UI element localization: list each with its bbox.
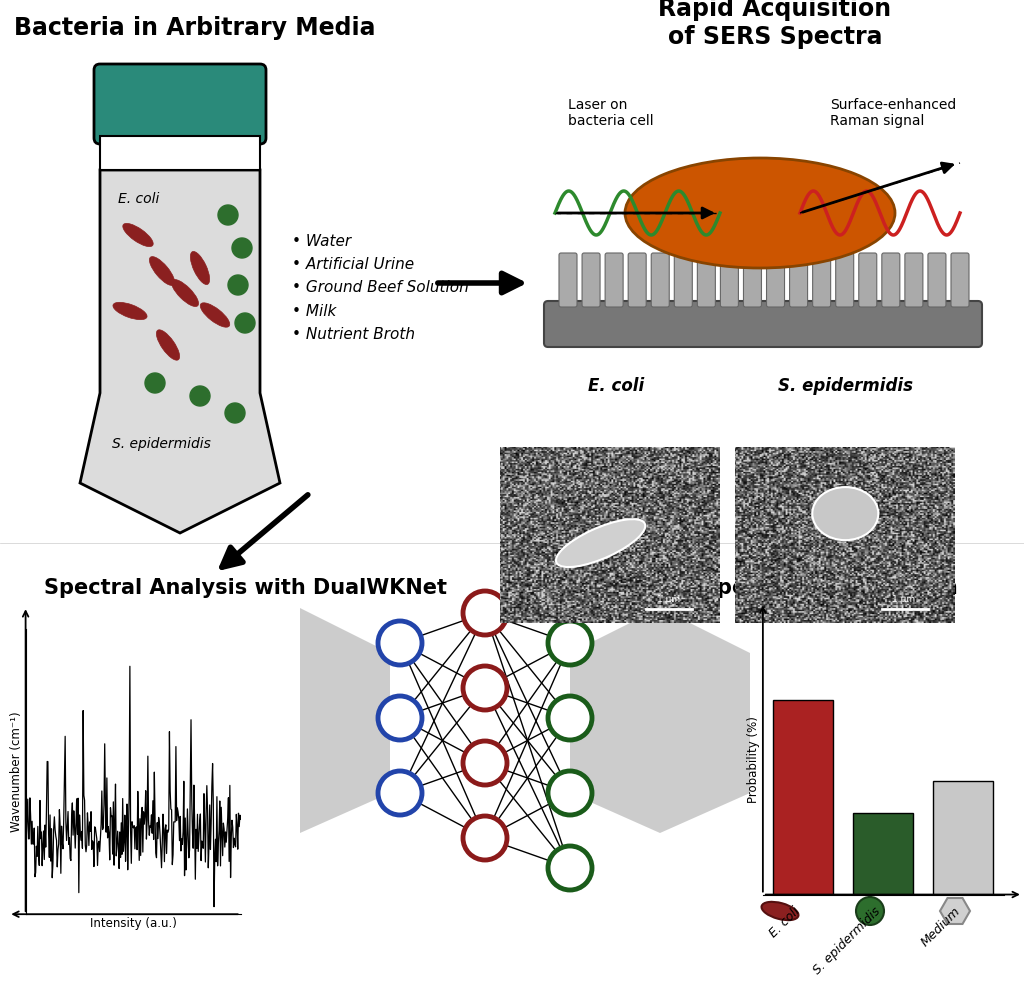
Circle shape <box>378 621 422 665</box>
Circle shape <box>234 313 255 333</box>
Bar <box>853 814 913 895</box>
Circle shape <box>548 621 592 665</box>
Y-axis label: Probability (%): Probability (%) <box>748 716 760 803</box>
Text: 1 μm: 1 μm <box>893 595 915 605</box>
Circle shape <box>463 591 507 635</box>
Text: Bacteria in Arbitrary Media: Bacteria in Arbitrary Media <box>14 16 376 40</box>
FancyBboxPatch shape <box>628 253 646 307</box>
Ellipse shape <box>113 303 147 319</box>
Text: Laser on
bacteria cell: Laser on bacteria cell <box>568 98 653 128</box>
Circle shape <box>812 488 879 541</box>
Text: 1 μm: 1 μm <box>657 595 680 605</box>
FancyBboxPatch shape <box>544 301 982 347</box>
Text: E. coli: E. coli <box>118 192 160 206</box>
FancyBboxPatch shape <box>836 253 854 307</box>
Text: Spectral Analysis with DualWKNet: Spectral Analysis with DualWKNet <box>43 578 446 598</box>
Circle shape <box>463 741 507 785</box>
Circle shape <box>548 696 592 740</box>
FancyBboxPatch shape <box>743 253 762 307</box>
Polygon shape <box>570 608 660 833</box>
Text: Spectra Classification: Spectra Classification <box>702 578 957 598</box>
Ellipse shape <box>625 158 895 268</box>
Bar <box>100 136 260 170</box>
Circle shape <box>378 771 422 815</box>
Polygon shape <box>660 608 750 833</box>
Circle shape <box>228 275 248 295</box>
Text: S. epidermidis: S. epidermidis <box>777 377 912 395</box>
FancyBboxPatch shape <box>928 253 946 307</box>
Circle shape <box>548 846 592 890</box>
Y-axis label: Wavenumber (cm⁻¹): Wavenumber (cm⁻¹) <box>10 712 23 832</box>
Circle shape <box>190 386 210 406</box>
Ellipse shape <box>762 901 799 920</box>
Circle shape <box>145 373 165 393</box>
FancyBboxPatch shape <box>859 253 877 307</box>
FancyBboxPatch shape <box>674 253 692 307</box>
Circle shape <box>218 205 238 225</box>
FancyBboxPatch shape <box>582 253 600 307</box>
FancyBboxPatch shape <box>767 253 784 307</box>
Ellipse shape <box>201 303 229 327</box>
Bar <box>773 700 834 895</box>
Text: Rapid Acquisition
of SERS Spectra: Rapid Acquisition of SERS Spectra <box>658 0 892 49</box>
FancyBboxPatch shape <box>813 253 830 307</box>
Ellipse shape <box>123 223 154 247</box>
Circle shape <box>856 897 884 925</box>
Polygon shape <box>300 608 390 833</box>
FancyBboxPatch shape <box>605 253 624 307</box>
Polygon shape <box>80 170 280 533</box>
Text: Surface-enhanced
Raman signal: Surface-enhanced Raman signal <box>830 98 956 128</box>
Circle shape <box>463 666 507 710</box>
Text: • Water
• Artificial Urine
• Ground Beef Solution
• Milk
• Nutrient Broth: • Water • Artificial Urine • Ground Beef… <box>292 234 469 342</box>
Circle shape <box>378 696 422 740</box>
FancyBboxPatch shape <box>882 253 900 307</box>
Circle shape <box>463 816 507 860</box>
Circle shape <box>548 771 592 815</box>
Circle shape <box>225 403 245 423</box>
Text: E. coli: E. coli <box>588 377 644 395</box>
X-axis label: Intensity (a.u.): Intensity (a.u.) <box>90 917 176 930</box>
Text: S. epidermidis: S. epidermidis <box>112 437 211 451</box>
FancyBboxPatch shape <box>94 64 266 144</box>
FancyBboxPatch shape <box>697 253 716 307</box>
Ellipse shape <box>171 279 199 307</box>
Ellipse shape <box>157 329 179 360</box>
FancyBboxPatch shape <box>651 253 670 307</box>
FancyBboxPatch shape <box>721 253 738 307</box>
FancyBboxPatch shape <box>951 253 969 307</box>
FancyBboxPatch shape <box>790 253 808 307</box>
Ellipse shape <box>190 252 210 284</box>
Ellipse shape <box>150 257 175 285</box>
FancyBboxPatch shape <box>559 253 577 307</box>
Bar <box>933 781 993 895</box>
Polygon shape <box>940 898 970 924</box>
FancyBboxPatch shape <box>905 253 923 307</box>
Circle shape <box>232 238 252 258</box>
Ellipse shape <box>556 519 645 567</box>
